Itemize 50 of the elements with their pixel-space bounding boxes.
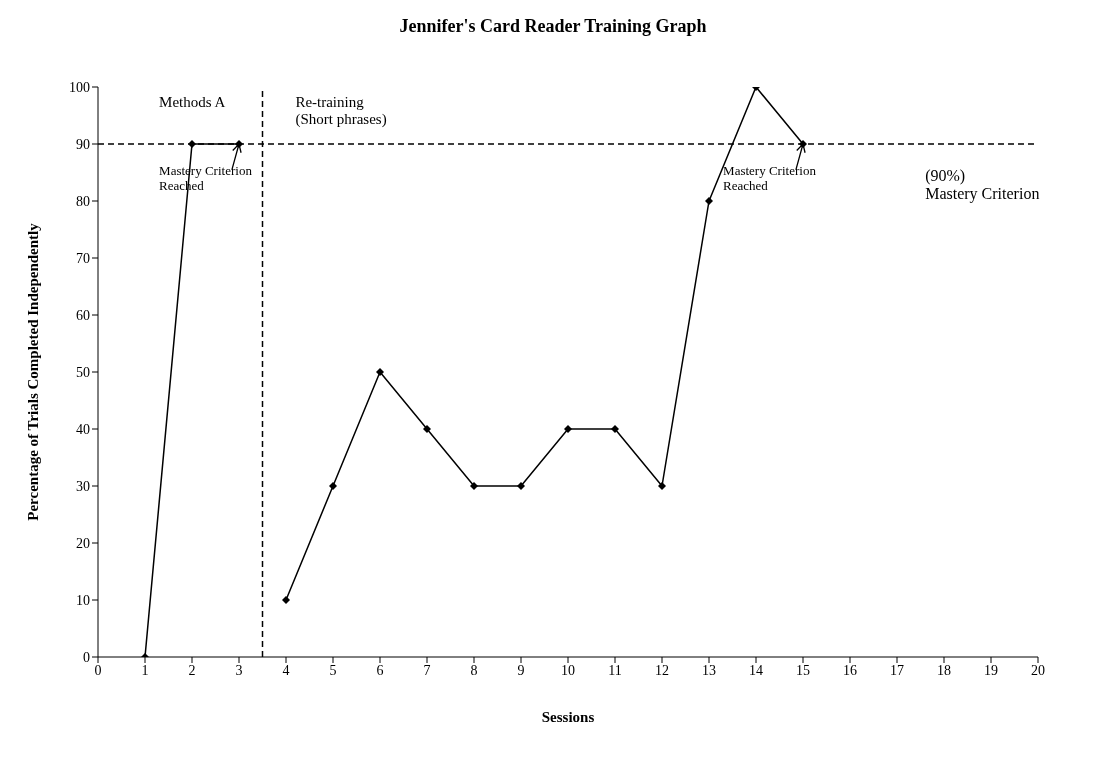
point (517, 482, 525, 490)
y-tick-label: 20 (76, 535, 90, 551)
x-tick-label: 13 (702, 662, 716, 678)
y-tick-label: 30 (76, 478, 90, 494)
x-tick-label: 19 (984, 662, 998, 678)
x-tick-label: 14 (749, 662, 763, 678)
x-tick-label: 3 (235, 662, 243, 678)
x-tick-label: 7 (423, 662, 431, 678)
x-tick-label: 8 (470, 662, 478, 678)
y-axis-title: Percentage of Trials Completed Independently (25, 222, 42, 521)
x-tick-label: 4 (282, 662, 290, 678)
point (611, 425, 619, 433)
annotation: Re-training (Short phrases) (295, 93, 387, 128)
y-tick-label: 40 (76, 421, 90, 437)
x-axis-title: Sessions (541, 709, 595, 725)
point (705, 197, 713, 205)
x-tick-label: 15 (796, 662, 810, 678)
annotation: Methods A (159, 93, 226, 110)
point (188, 140, 196, 148)
x-tick-label: 5 (329, 662, 337, 678)
y-tick-label: 10 (76, 592, 90, 608)
x-tick-label: 9 (517, 662, 525, 678)
point (658, 482, 666, 490)
chart-title: Jennifer's Card Reader Training Graph (398, 15, 708, 37)
point (376, 368, 384, 376)
point (564, 425, 572, 433)
annotation: Mastery Criterion Reached (723, 163, 817, 194)
y-tick-label: 60 (76, 307, 90, 323)
x-tick-label: 20 (1031, 662, 1045, 678)
x-tick-label: 10 (561, 662, 575, 678)
y-tick-label: 90 (76, 136, 90, 152)
y-tick-label: 80 (76, 193, 90, 209)
y-tick-label: 50 (76, 364, 90, 380)
point (423, 425, 431, 433)
y-tick-label: 0 (83, 649, 90, 665)
ref-line-label: (90%) Mastery Criterion (925, 167, 1040, 204)
y-tick-label: 70 (76, 250, 90, 266)
point (329, 482, 337, 490)
x-tick-label: 11 (608, 662, 622, 678)
point (282, 596, 290, 604)
x-tick-label: 0 (94, 662, 102, 678)
x-tick-label: 16 (843, 662, 857, 678)
x-tick-label: 12 (655, 662, 669, 678)
point (470, 482, 478, 490)
x-tick-label: 6 (376, 662, 384, 678)
x-tick-label: 2 (188, 662, 196, 678)
x-tick-label: 18 (937, 662, 951, 678)
x-tick-label: 17 (890, 662, 904, 678)
x-tick-label: 1 (141, 662, 149, 678)
y-tick-label: 100 (69, 79, 90, 95)
